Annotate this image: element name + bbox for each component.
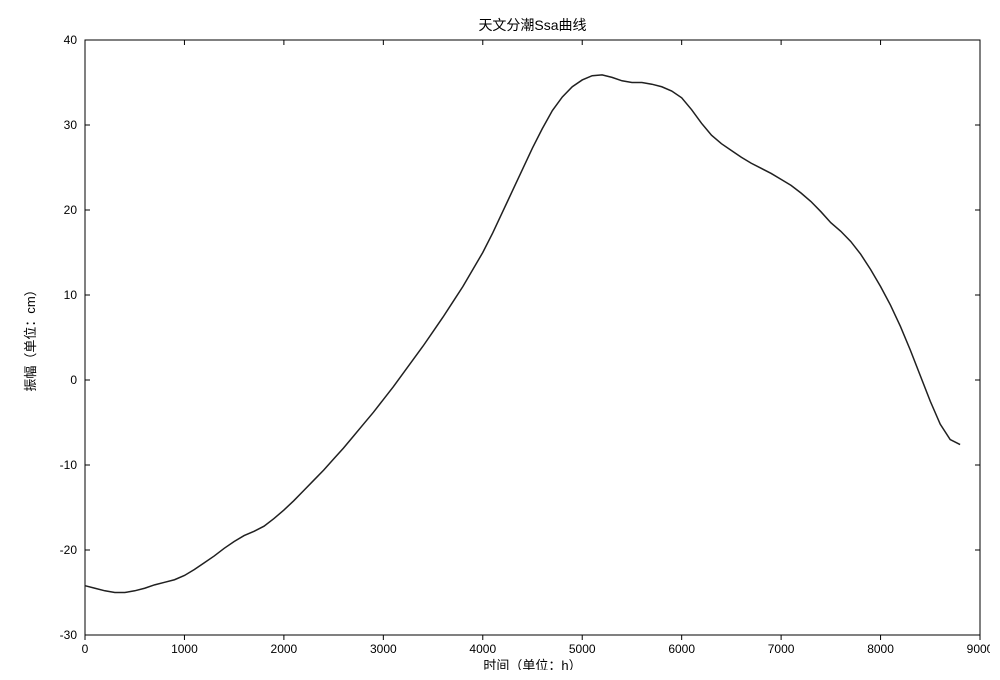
- x-axis-label: 时间（单位：h）: [483, 658, 581, 670]
- x-tick-label: 9000: [967, 642, 990, 656]
- x-tick-label: 1000: [171, 642, 198, 656]
- x-tick-label: 2000: [271, 642, 298, 656]
- chart-title: 天文分潮Ssa曲线: [478, 17, 586, 33]
- y-tick-label: -30: [60, 628, 78, 642]
- x-tick-label: 5000: [569, 642, 596, 656]
- y-tick-label: 30: [64, 118, 78, 132]
- y-tick-label: 10: [64, 288, 78, 302]
- y-tick-label: 20: [64, 203, 78, 217]
- x-tick-label: 4000: [469, 642, 496, 656]
- x-tick-label: 8000: [867, 642, 894, 656]
- x-tick-label: 6000: [668, 642, 695, 656]
- y-axis-label: 振幅（单位：cm）: [23, 283, 38, 391]
- x-tick-label: 0: [82, 642, 89, 656]
- y-tick-label: -10: [60, 458, 78, 472]
- chart-svg: 0 1000 2000 3000 4000 5000 6000 7000 8000 9000 -30…: [10, 10, 990, 670]
- chart-container: 0 1000 2000 3000 4000 5000 6000 7000 8000 9000 -30…: [10, 10, 990, 670]
- x-tick-label: 7000: [768, 642, 795, 656]
- y-tick-label: 0: [70, 373, 77, 387]
- y-tick-label: -20: [60, 543, 78, 557]
- y-tick-label: 40: [64, 33, 78, 47]
- plot-area: [85, 40, 980, 635]
- x-tick-label: 3000: [370, 642, 397, 656]
